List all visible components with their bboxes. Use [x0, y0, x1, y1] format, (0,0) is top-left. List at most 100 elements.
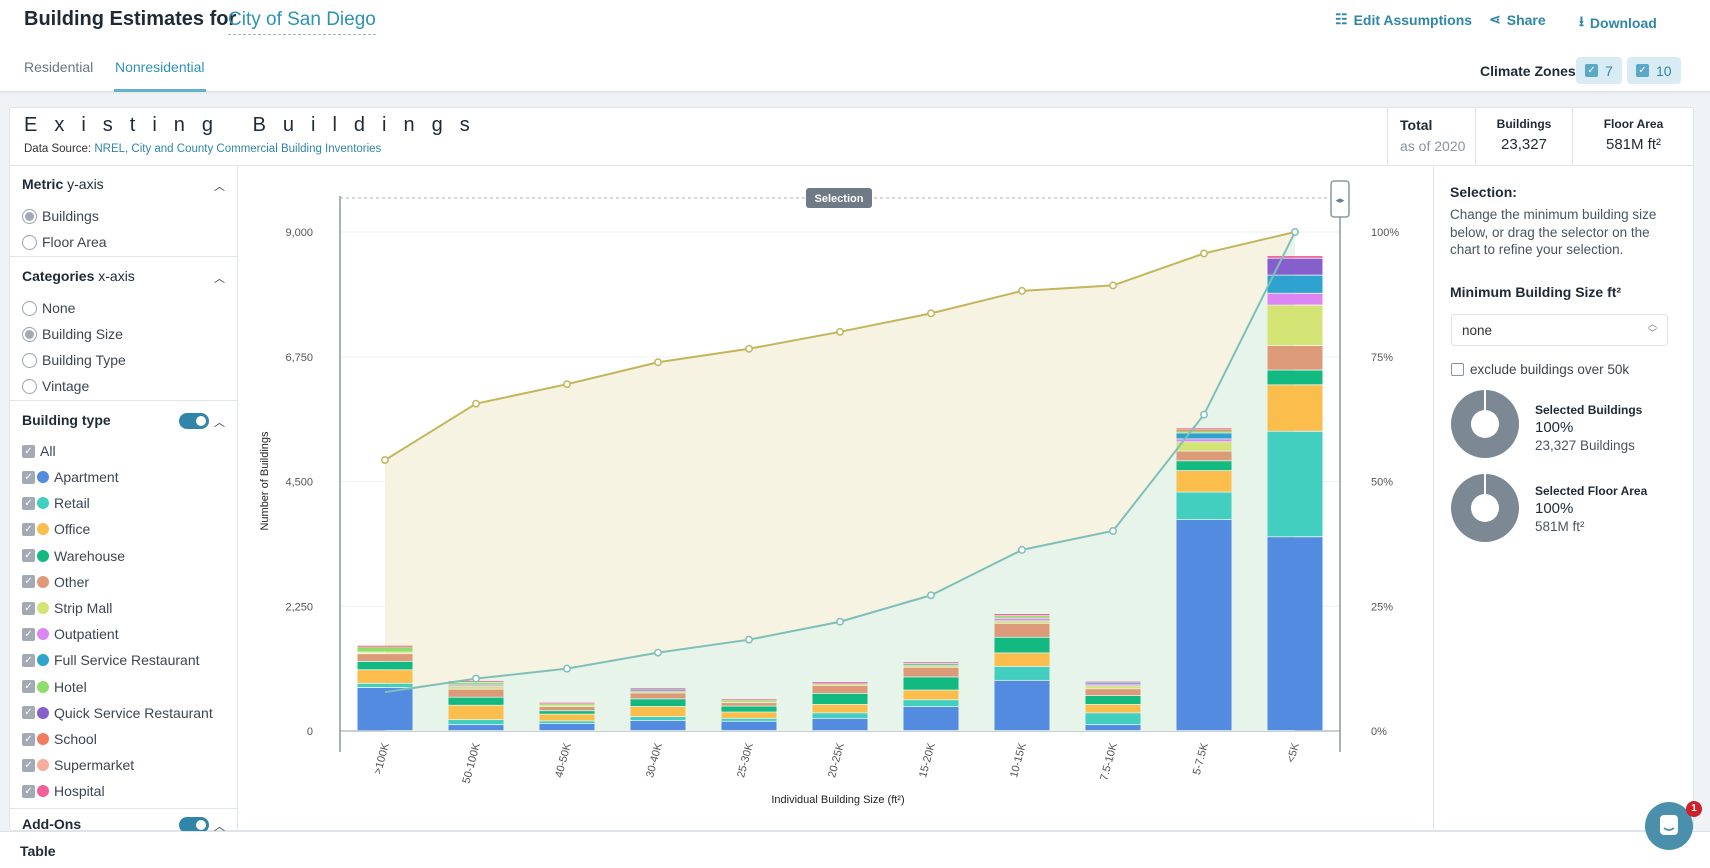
total-label: Total: [1400, 117, 1433, 133]
bar-segment-full-service-restaurant: [1085, 683, 1141, 685]
min-size-label: Minimum Building Size ft²: [1450, 284, 1622, 300]
categories-section-header[interactable]: Categories x-axis: [22, 268, 135, 284]
bar-segment-retail: [903, 700, 959, 707]
checkbox-school[interactable]: ✓ School: [22, 731, 97, 747]
color-swatch-icon: [37, 471, 49, 483]
chevron-up-icon[interactable]: ︿: [214, 181, 225, 193]
chevron-up-icon[interactable]: ︿: [214, 273, 225, 285]
checkbox-quick-service-restaurant[interactable]: ✓ Quick Service Restaurant: [22, 705, 213, 721]
bar-segment-outpatient: [448, 685, 504, 687]
bar-segment-apartment: [1267, 537, 1323, 731]
y2-tick-label: 50%: [1371, 477, 1393, 489]
table-drawer[interactable]: Table: [0, 831, 1710, 868]
climate-zone-10-chip[interactable]: ✓ 10: [1627, 57, 1681, 84]
checkbox-full-service-restaurant[interactable]: ✓ Full Service Restaurant: [22, 652, 200, 668]
checkbox-checked-icon: ✓: [22, 496, 35, 510]
option-label: Vintage: [42, 378, 90, 394]
line-point: [1291, 228, 1299, 236]
selected-buildings-label: Selected Buildings: [1535, 403, 1643, 417]
data-source-link[interactable]: NREL, City and County Commercial Buildin…: [94, 143, 382, 155]
radio-buildings[interactable]: Buildings: [22, 208, 99, 224]
radio-selected-icon: [22, 326, 37, 342]
option-label: Quick Service Restaurant: [54, 704, 213, 721]
checkbox-supermarket[interactable]: ✓ Supermarket: [22, 757, 134, 773]
chevron-up-icon[interactable]: ︿: [214, 417, 225, 429]
selected-floor-area-donut: [1451, 474, 1519, 542]
selection-drag-handle[interactable]: [1330, 180, 1350, 218]
bar-segment-strip-mall: [539, 705, 595, 707]
bar-segment-retail: [1085, 713, 1141, 725]
color-swatch-icon: [37, 654, 49, 667]
option-label: None: [42, 300, 76, 316]
bar-segment-warehouse: [630, 699, 686, 707]
selected-floor-area-percent: 100%: [1535, 500, 1574, 517]
tab-nonresidential[interactable]: Nonresidential: [114, 59, 206, 92]
checkbox-checked-icon: ✓: [22, 732, 35, 746]
bar-segment-hospital: [1085, 681, 1141, 683]
checkbox-strip-mall[interactable]: ✓ Strip Mall: [22, 600, 112, 616]
bar-segment-strip-mall: [903, 665, 959, 667]
radio-none[interactable]: None: [22, 300, 75, 316]
checkbox-office[interactable]: ✓ Office: [22, 521, 90, 537]
bar-segment-strip-mall: [812, 683, 868, 686]
exclude-over-50k-checkbox[interactable]: exclude buildings over 50k: [1451, 362, 1629, 377]
checkbox-checked-icon: ✓: [22, 549, 35, 563]
chat-icon: [1660, 815, 1678, 835]
radio-building-type[interactable]: Building Type: [22, 352, 126, 368]
bar-segment-apartment: [357, 687, 413, 731]
climate-zone-7-chip[interactable]: ✓ 7: [1576, 57, 1622, 84]
chat-launcher-button[interactable]: [1645, 802, 1693, 850]
divider: [9, 256, 237, 257]
bar-segment-other: [630, 693, 686, 699]
data-source-label: Data Source:: [24, 143, 92, 155]
building-type-toggle[interactable]: [179, 413, 209, 429]
radio-floor-area[interactable]: Floor Area: [22, 234, 107, 250]
radio-vintage[interactable]: Vintage: [22, 378, 89, 394]
color-swatch-icon: [37, 549, 49, 562]
bar-segment-retail: [721, 718, 777, 721]
checkbox-warehouse[interactable]: ✓ Warehouse: [22, 548, 125, 564]
bar-segment-retail: [994, 666, 1050, 680]
tab-residential[interactable]: Residential: [24, 59, 94, 75]
selection-description: Change the minimum building size below, …: [1450, 207, 1657, 257]
color-swatch-icon: [37, 785, 49, 798]
bar-segment-apartment: [721, 721, 777, 731]
city-selector[interactable]: City of San Diego: [228, 9, 376, 35]
chevron-up-icon[interactable]: ︿: [214, 821, 225, 831]
edit-assumptions-button[interactable]: ☷ Edit Assumptions: [1335, 11, 1472, 28]
x-tick-label: 7.5-10K: [1098, 741, 1120, 782]
min-size-select[interactable]: none ︿ ﹀: [1451, 314, 1668, 346]
share-button[interactable]: ⋖ Share: [1489, 11, 1546, 28]
checkbox-hospital[interactable]: ✓ Hospital: [22, 783, 105, 799]
addons-section-header[interactable]: Add-Ons: [22, 816, 81, 831]
y-tick-label: 9,000: [285, 227, 313, 239]
bar-segment-full-service-restaurant: [903, 663, 959, 665]
bar-segment-retail: [357, 683, 413, 688]
addons-toggle[interactable]: [179, 817, 209, 831]
bar-segment-other: [357, 654, 413, 661]
line-point: [836, 617, 844, 626]
download-button[interactable]: ⭳ Download: [1579, 11, 1657, 35]
checkbox-apartment[interactable]: ✓ Apartment: [22, 469, 119, 485]
buildings-label: Buildings: [1496, 117, 1552, 131]
y2-tick-label: 75%: [1371, 352, 1393, 364]
checkbox-retail[interactable]: ✓ Retail: [22, 495, 90, 511]
checkbox-all[interactable]: ✓ All: [22, 443, 56, 459]
y2-tick-label: 0%: [1371, 726, 1387, 738]
building-type-section-header[interactable]: Building type: [22, 412, 111, 428]
line-point: [563, 380, 571, 389]
bar-segment-hotel: [448, 682, 504, 685]
bar-segment-strip-mall: [357, 652, 413, 654]
checkbox-other[interactable]: ✓ Other: [22, 574, 89, 590]
bar-segment-quick-service-restaurant: [1267, 258, 1323, 275]
radio-selected-icon: [22, 208, 37, 224]
exclude-label: exclude buildings over 50k: [1470, 362, 1630, 377]
checkbox-hotel[interactable]: ✓ Hotel: [22, 679, 87, 695]
option-label: Retail: [54, 495, 90, 512]
option-label: Warehouse: [54, 547, 126, 564]
card-title: Existing Buildings: [24, 114, 487, 136]
bar-segment-strip-mall: [994, 621, 1050, 623]
radio-building-size[interactable]: Building Size: [22, 326, 123, 342]
metric-section-header[interactable]: Metric y-axis: [22, 176, 104, 192]
checkbox-outpatient[interactable]: ✓ Outpatient: [22, 626, 119, 642]
